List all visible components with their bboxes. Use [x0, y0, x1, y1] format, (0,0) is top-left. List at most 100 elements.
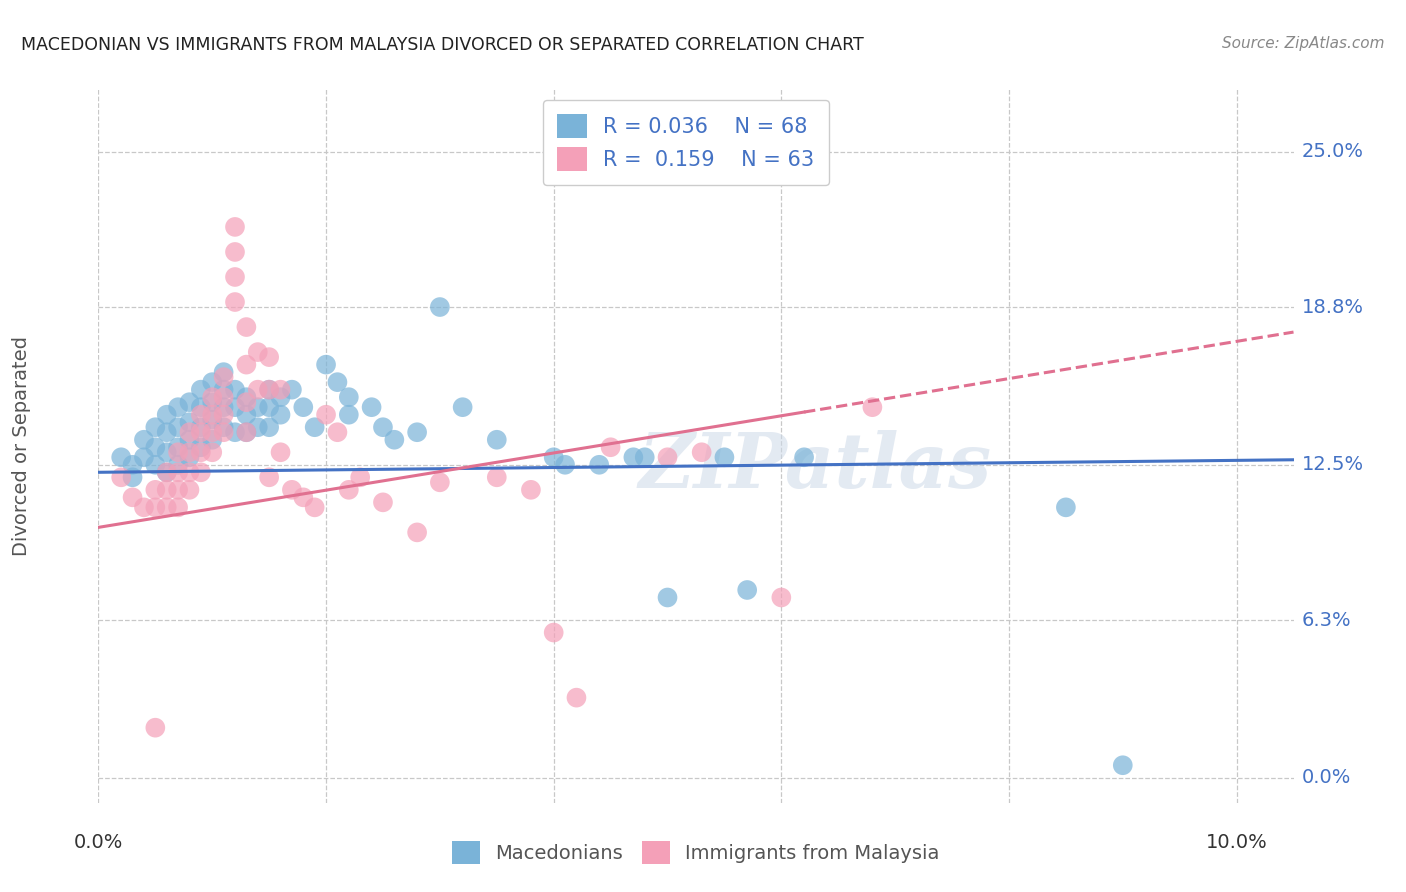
- Point: [235, 395, 257, 409]
- Point: [224, 425, 246, 440]
- Point: [735, 582, 758, 597]
- Point: [190, 465, 212, 479]
- Point: [201, 425, 224, 440]
- Point: [201, 395, 224, 409]
- Point: [201, 433, 224, 447]
- Point: [235, 425, 257, 440]
- Point: [167, 465, 190, 479]
- Point: [167, 458, 190, 472]
- Point: [860, 400, 883, 414]
- Point: [179, 450, 201, 465]
- Point: [179, 465, 201, 479]
- Point: [337, 390, 360, 404]
- Point: [520, 483, 543, 497]
- Text: 0.0%: 0.0%: [73, 833, 124, 852]
- Point: [190, 445, 212, 459]
- Point: [167, 445, 190, 459]
- Point: [257, 383, 280, 397]
- Legend: Macedonians, Immigrants from Malaysia: Macedonians, Immigrants from Malaysia: [444, 833, 948, 871]
- Point: [167, 400, 190, 414]
- Text: 6.3%: 6.3%: [1302, 610, 1351, 630]
- Point: [371, 420, 394, 434]
- Point: [143, 721, 166, 735]
- Point: [224, 383, 246, 397]
- Point: [657, 450, 679, 465]
- Point: [167, 420, 190, 434]
- Point: [212, 390, 235, 404]
- Point: [257, 470, 280, 484]
- Point: [156, 483, 179, 497]
- Point: [292, 491, 315, 505]
- Point: [110, 450, 132, 465]
- Point: [246, 383, 269, 397]
- Point: [429, 475, 451, 490]
- Point: [190, 383, 212, 397]
- Point: [543, 625, 565, 640]
- Point: [212, 420, 235, 434]
- Point: [132, 500, 155, 515]
- Text: Source: ZipAtlas.com: Source: ZipAtlas.com: [1222, 36, 1385, 51]
- Point: [132, 433, 155, 447]
- Point: [429, 300, 451, 314]
- Point: [382, 433, 405, 447]
- Point: [212, 365, 235, 379]
- Point: [143, 440, 166, 454]
- Point: [304, 420, 326, 434]
- Point: [201, 445, 224, 459]
- Point: [121, 458, 143, 472]
- Text: MACEDONIAN VS IMMIGRANTS FROM MALAYSIA DIVORCED OR SEPARATED CORRELATION CHART: MACEDONIAN VS IMMIGRANTS FROM MALAYSIA D…: [21, 36, 863, 54]
- Point: [657, 591, 679, 605]
- Point: [349, 470, 371, 484]
- Point: [121, 491, 143, 505]
- Point: [634, 450, 657, 465]
- Point: [337, 408, 360, 422]
- Point: [179, 483, 201, 497]
- Point: [201, 390, 224, 404]
- Point: [793, 450, 815, 465]
- Text: 0.0%: 0.0%: [1302, 768, 1351, 788]
- Point: [543, 450, 565, 465]
- Text: Divorced or Separated: Divorced or Separated: [11, 336, 31, 556]
- Point: [406, 525, 429, 540]
- Point: [257, 400, 280, 414]
- Text: 25.0%: 25.0%: [1302, 143, 1364, 161]
- Point: [621, 450, 644, 465]
- Point: [190, 420, 212, 434]
- Text: 18.8%: 18.8%: [1302, 298, 1364, 317]
- Point: [257, 420, 280, 434]
- Point: [212, 383, 235, 397]
- Point: [713, 450, 735, 465]
- Point: [156, 465, 179, 479]
- Point: [554, 458, 576, 472]
- Point: [179, 445, 201, 459]
- Point: [485, 433, 508, 447]
- Point: [326, 375, 349, 389]
- Point: [167, 483, 190, 497]
- Point: [270, 390, 292, 404]
- Point: [485, 470, 508, 484]
- Point: [143, 483, 166, 497]
- Point: [224, 295, 246, 310]
- Point: [224, 400, 246, 414]
- Point: [179, 433, 201, 447]
- Point: [235, 425, 257, 440]
- Point: [406, 425, 429, 440]
- Point: [281, 383, 304, 397]
- Point: [292, 400, 315, 414]
- Point: [121, 470, 143, 484]
- Point: [224, 270, 246, 285]
- Point: [143, 500, 166, 515]
- Point: [246, 345, 269, 359]
- Point: [179, 415, 201, 429]
- Point: [156, 465, 179, 479]
- Point: [156, 445, 179, 459]
- Point: [690, 445, 713, 459]
- Point: [212, 408, 235, 422]
- Point: [143, 420, 166, 434]
- Point: [257, 350, 280, 364]
- Point: [212, 425, 235, 440]
- Point: [190, 400, 212, 414]
- Text: 10.0%: 10.0%: [1206, 833, 1267, 852]
- Point: [246, 420, 269, 434]
- Point: [235, 408, 257, 422]
